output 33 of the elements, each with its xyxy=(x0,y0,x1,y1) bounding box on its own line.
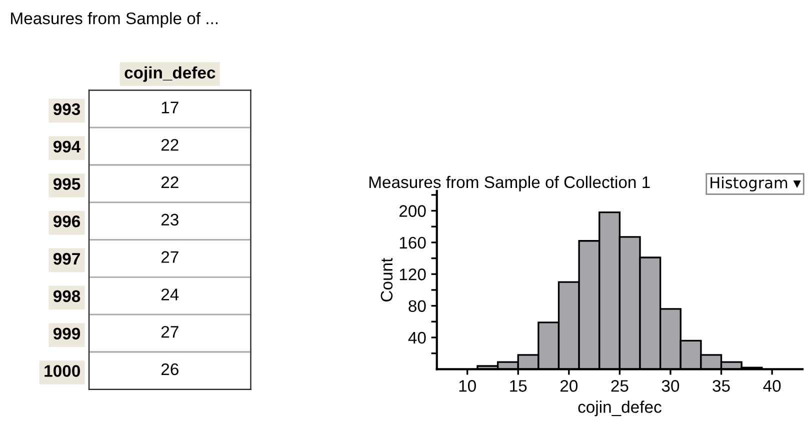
data-label: 27 xyxy=(161,326,178,338)
y-tick-label: 996 xyxy=(53,216,80,228)
y-tick-label: 998 xyxy=(53,290,80,302)
x-axis-title: cojin_defec xyxy=(578,400,662,416)
y-axis-title: Count xyxy=(380,258,393,302)
data-label: 24 xyxy=(161,288,179,300)
data-label: 22 xyxy=(161,176,178,188)
y-tick-label: 995 xyxy=(53,178,80,190)
y-tick-label: 40 xyxy=(408,332,426,344)
y-tick-label: 200 xyxy=(399,205,426,217)
data-label: 26 xyxy=(161,363,178,376)
y-tick-label: 120 xyxy=(400,268,426,280)
data-label: 23 xyxy=(161,214,178,226)
x-tick-label: 20 xyxy=(560,380,578,392)
annotation: Histogram ▾ xyxy=(710,176,801,192)
data-label: 27 xyxy=(161,251,178,263)
chart-title: Measures from Sample of Collection 1 xyxy=(369,176,650,192)
x-tick-label: 15 xyxy=(510,380,527,392)
y-tick-label: 997 xyxy=(53,252,80,265)
x-tick-label: 30 xyxy=(662,380,680,392)
y-tick-label: 1000 xyxy=(44,365,80,377)
data-label: 17 xyxy=(162,102,178,114)
x-tick-label: 35 xyxy=(712,380,730,392)
x-tick-label: 25 xyxy=(611,380,628,392)
x-tick-label: 10 xyxy=(459,380,476,392)
y-tick-label: 80 xyxy=(408,300,426,312)
chart-title: Measures from Sample of ... xyxy=(11,12,218,28)
data-label: 22 xyxy=(161,138,178,151)
y-tick-label: 999 xyxy=(53,328,80,340)
x-tick-label: 40 xyxy=(763,380,781,392)
y-tick-label: 994 xyxy=(53,140,81,153)
y-tick-label: 160 xyxy=(400,236,426,249)
y-tick-label: 993 xyxy=(53,103,80,116)
